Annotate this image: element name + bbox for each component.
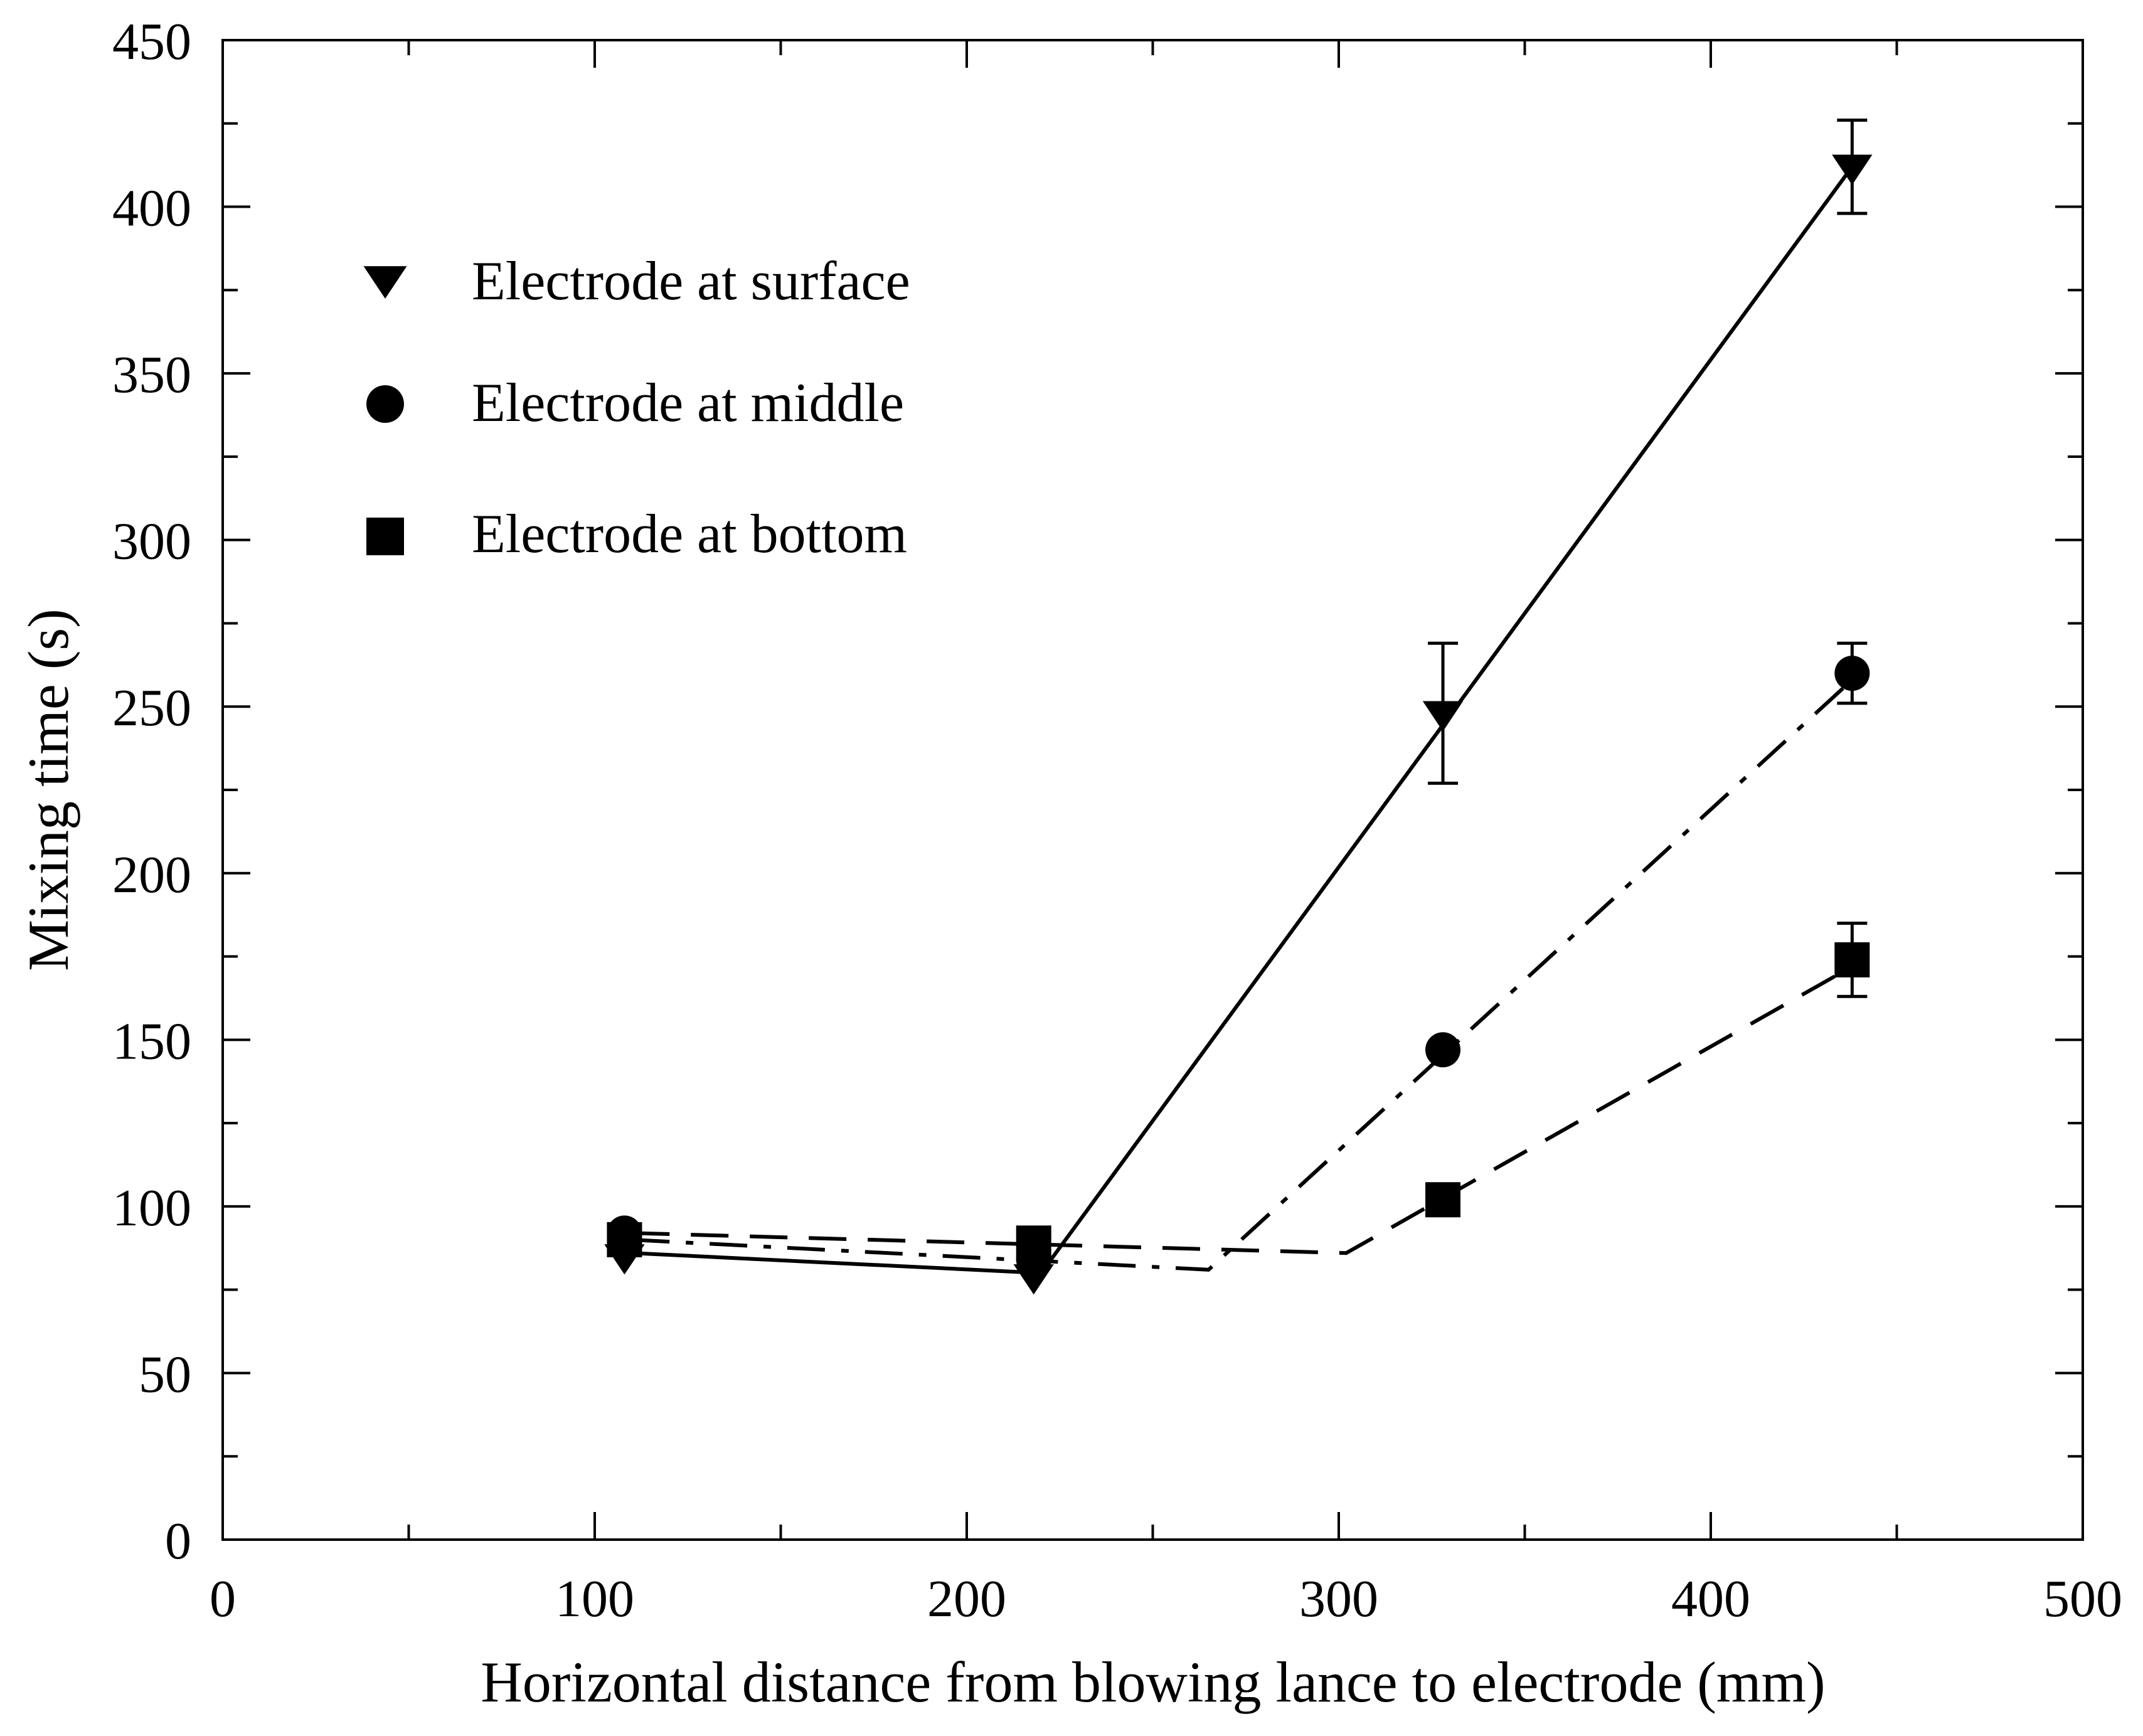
y-tick-label: 250: [112, 679, 191, 737]
x-tick-label: 100: [555, 1570, 634, 1628]
y-axis-title: Mixing time (s): [16, 609, 80, 971]
y-tick-label: 0: [165, 1512, 191, 1570]
marker-bottom: [1016, 1225, 1051, 1261]
marker-middle: [1425, 1032, 1461, 1068]
fit-line-middle: [632, 678, 1854, 1272]
y-tick-label: 100: [112, 1179, 191, 1237]
legend-symbol-bottom: [366, 518, 404, 555]
x-tick-label: 0: [210, 1570, 236, 1628]
marker-bottom: [1425, 1182, 1461, 1218]
legend-label-middle: Electrode at middle: [472, 373, 904, 434]
y-tick-label: 450: [112, 13, 191, 71]
marker-middle: [1834, 656, 1870, 691]
marker-bottom: [1834, 942, 1870, 977]
tick-marks: [223, 40, 2083, 1540]
legend-label-surface: Electrode at surface: [472, 251, 910, 312]
y-tick-label: 300: [112, 513, 191, 571]
legend-symbol-surface: [363, 266, 407, 299]
x-tick-label: 300: [1299, 1570, 1378, 1628]
x-tick-label: 400: [1671, 1570, 1750, 1628]
legend-symbol-middle: [366, 385, 404, 423]
y-tick-label: 200: [112, 846, 191, 904]
x-axis-title: Horizontal distance from blowing lance t…: [481, 1650, 1825, 1714]
marker-bottom: [607, 1222, 642, 1257]
fit-line-bottom: [632, 964, 1853, 1255]
legend-label-bottom: Electrode at bottom: [472, 504, 907, 565]
y-tick-label: 50: [139, 1345, 191, 1403]
x-tick-label: 200: [927, 1570, 1006, 1628]
y-tick-label: 350: [112, 346, 191, 404]
tick-labels: 0 100 200 300 400 500 0 50 100 150 200 250 300 350 400…: [112, 13, 2122, 1628]
data-markers: [604, 154, 1873, 1295]
legend: Electrode at surface Electrode at middle…: [363, 251, 910, 565]
x-tick-label: 500: [2043, 1570, 2122, 1628]
legend-symbols: [363, 266, 407, 555]
y-tick-label: 150: [112, 1012, 191, 1070]
y-tick-label: 400: [112, 179, 191, 238]
marker-surface: [1832, 154, 1873, 185]
marker-surface: [1422, 701, 1464, 732]
